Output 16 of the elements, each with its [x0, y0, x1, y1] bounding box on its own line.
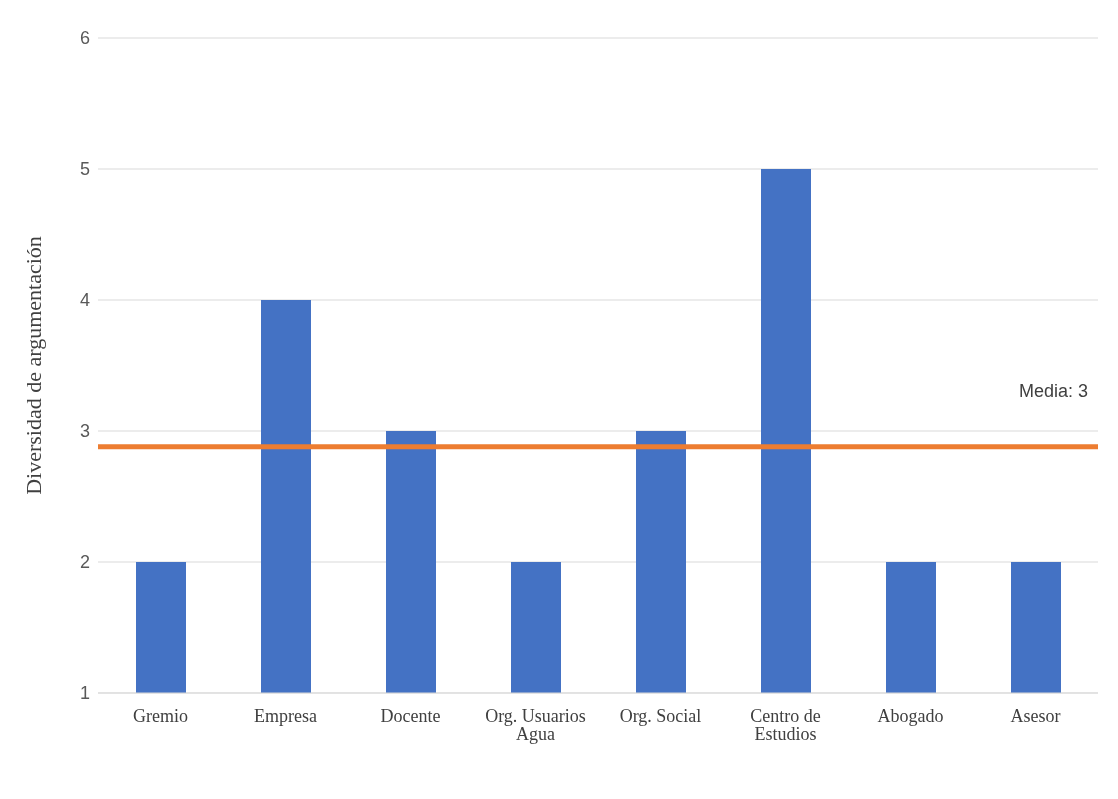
y-tick-label: 6	[79, 28, 90, 49]
x-tick-label: Docente	[380, 705, 441, 726]
x-tick-label: Asesor	[1010, 705, 1061, 726]
x-tick-label: Gremio	[133, 705, 188, 726]
x-tick-label: Org. Usuarios Agua	[485, 705, 586, 744]
y-tick-label: 5	[79, 159, 90, 180]
y-tick-label: 4	[79, 290, 90, 311]
ref-line-label: Media: 3	[1018, 380, 1088, 401]
x-tick-label: Org. Social	[619, 705, 702, 726]
x-tick-label: Centro de Estudios	[750, 705, 821, 744]
x-tick-label: Abogado	[877, 705, 944, 726]
y-tick-label: 3	[79, 421, 90, 442]
y-tick-label: 1	[79, 683, 90, 704]
x-tick-label: Empresa	[254, 705, 317, 726]
y-axis-title: Diversidad de argumentación	[20, 236, 46, 495]
y-tick-label: 2	[79, 552, 90, 573]
